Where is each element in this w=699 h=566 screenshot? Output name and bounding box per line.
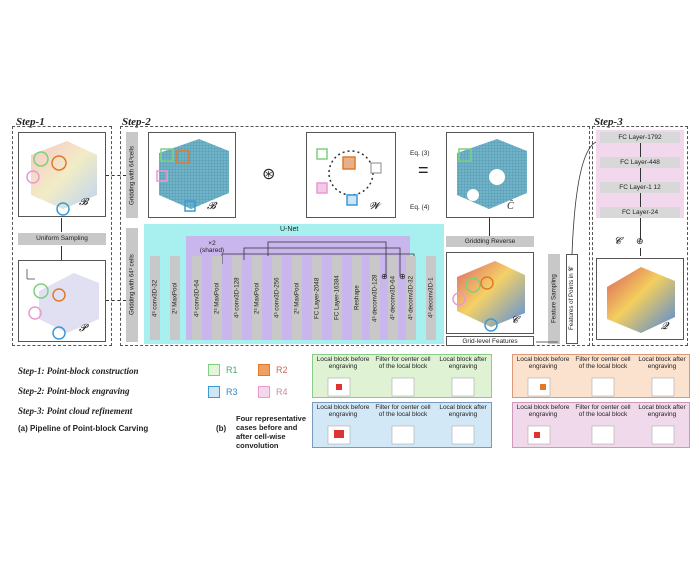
fc-arrow-5 bbox=[640, 248, 641, 256]
carved-c-image bbox=[452, 261, 525, 332]
unet-layer-3: 2³ MaxPool bbox=[212, 256, 222, 340]
carved-c-panel: 𝓒 bbox=[446, 252, 534, 334]
skip-add-2: ⊕ bbox=[399, 272, 406, 281]
unet-layer-2: 4³ conv3D-64 bbox=[192, 256, 202, 340]
legend-r1-swatch bbox=[208, 364, 220, 376]
case-r3-header-1: Filter for center cell of the local bloc… bbox=[375, 404, 431, 418]
symbol-b-grid: 𝓑 bbox=[207, 201, 216, 212]
case-r2-header-1: Filter for center cell of the local bloc… bbox=[575, 356, 631, 370]
unet-label: U-Net bbox=[280, 226, 299, 233]
step2-region bbox=[120, 126, 590, 346]
symbol-w: 𝓦 bbox=[369, 201, 380, 212]
unet-layer-8: FC Layer-2048 bbox=[312, 256, 322, 340]
unet-layer-13: 4³ deconv3D-32 bbox=[406, 256, 416, 340]
caption-b-label: (b) bbox=[216, 424, 227, 433]
refined-q-image bbox=[607, 267, 675, 333]
gridding-bar-top: Gridding with 64³cells bbox=[126, 132, 138, 218]
point-block-b-image bbox=[26, 141, 97, 216]
arrow-b-to-grid bbox=[106, 175, 126, 176]
unet-layer-1: 2³ MaxPool bbox=[170, 256, 180, 340]
shared-label: ×2 (shared) bbox=[199, 240, 225, 254]
engraved-c-hat-image bbox=[457, 139, 527, 209]
step1-title: Step-1 bbox=[16, 116, 45, 128]
unet-layer-10: Reshape bbox=[352, 256, 362, 340]
case-r2-header-2: Local block after engraving bbox=[638, 356, 686, 370]
filter-w-image bbox=[316, 148, 382, 206]
equals-symbol: = bbox=[418, 160, 429, 180]
unet-layer-7: 2³ MaxPool bbox=[292, 256, 302, 340]
fc-arrow-2 bbox=[640, 168, 641, 182]
step2-title: Step-2 bbox=[122, 116, 151, 128]
step3-title: Step-3 bbox=[594, 116, 623, 128]
legend-r4-label: R4 bbox=[276, 387, 288, 397]
step1-region bbox=[12, 126, 112, 346]
fc-layer-2: FC Layer-1 12 bbox=[600, 182, 680, 193]
unet-layer-14: 4³ deconv3D-1 bbox=[426, 256, 436, 340]
unet-layer-0: 4³ conv3D-32 bbox=[150, 256, 160, 340]
gridded-b-image bbox=[156, 139, 229, 212]
case-r1-header-1: Filter for center cell of the local bloc… bbox=[375, 356, 431, 370]
legend-r2-swatch bbox=[258, 364, 270, 376]
step3-region bbox=[592, 126, 688, 346]
case-r1-header-0: Local block before engraving bbox=[316, 356, 370, 370]
eq4-label: Eq. (4) bbox=[410, 204, 430, 211]
unet-layer-4: 4³ conv3D-128 bbox=[232, 256, 242, 340]
connector-curves bbox=[536, 141, 597, 343]
case-r4-header-2: Local block after engraving bbox=[638, 404, 686, 418]
fc-layer-1: FC Layer-448 bbox=[600, 157, 680, 168]
fc-arrow-4 bbox=[640, 218, 641, 240]
step2-description: Step-2: Point-block engraving bbox=[18, 386, 130, 396]
filter-w-panel: 𝓦 bbox=[306, 132, 396, 218]
symbol-b: 𝓑 bbox=[79, 197, 88, 208]
case-r2-header-0: Local block before engraving bbox=[516, 356, 570, 370]
grid-level-features-box: Grid-level Features bbox=[446, 336, 534, 346]
fc-arrow-1 bbox=[640, 143, 641, 157]
case-r1-header-2: Local block after engraving bbox=[439, 356, 487, 370]
arrow-chat-down bbox=[489, 218, 490, 236]
legend-r4-swatch bbox=[258, 386, 270, 398]
fc-layer-3: FC Layer-24 bbox=[600, 207, 680, 218]
refined-q-panel: 𝓠 bbox=[596, 258, 684, 340]
unet-layer-9: FC Layer-16384 bbox=[332, 256, 342, 340]
case-r4-header-1: Filter for center cell of the local bloc… bbox=[575, 404, 631, 418]
gridded-b-panel: 𝓑 bbox=[148, 132, 236, 218]
skip-add-1: ⊕ bbox=[381, 272, 388, 281]
gridding-reverse-bar: Gridding Reverse bbox=[446, 236, 534, 247]
gridding-bar-bottom: Gridding with 64³ cells bbox=[126, 228, 138, 342]
symbol-c: 𝓒 bbox=[511, 315, 519, 326]
arrow-up-1 bbox=[61, 218, 62, 232]
case-r4-header-0: Local block before engraving bbox=[516, 404, 570, 418]
caption-a: (a) Pipeline of Point-block Carving bbox=[18, 424, 149, 433]
unet-layer-5: 2³ MaxPool bbox=[252, 256, 262, 340]
legend-r2-label: R2 bbox=[276, 365, 288, 375]
step1-description: Step-1: Point-block construction bbox=[18, 366, 139, 376]
legend-r3-label: R3 bbox=[226, 387, 238, 397]
caption-b: Four representative cases before and aft… bbox=[236, 414, 307, 450]
arrow-up-2 bbox=[61, 246, 62, 260]
arrow-p-to-grid bbox=[106, 300, 126, 301]
engraved-c-hat-panel: Ĉ bbox=[446, 132, 534, 218]
symbol-p: 𝓟 bbox=[79, 323, 87, 334]
add-symbol: ⊕ bbox=[636, 236, 644, 246]
symbol-q: 𝓠 bbox=[661, 321, 669, 332]
point-cloud-p-image bbox=[26, 269, 99, 340]
point-cloud-p-panel: 𝓟 bbox=[18, 260, 106, 342]
symbol-c-step3: 𝓒 bbox=[614, 236, 622, 247]
uniform-sampling-bar: Uniform Sampling bbox=[18, 233, 106, 245]
point-block-b-panel: 𝓑 bbox=[18, 132, 106, 217]
case-r3-header-2: Local block after engraving bbox=[439, 404, 487, 418]
legend-r3-swatch bbox=[208, 386, 220, 398]
unet-layer-12: 4³ deconv3D-64 bbox=[388, 256, 398, 340]
legend-r1-label: R1 bbox=[226, 365, 238, 375]
step3-description: Step-3: Point cloud refinement bbox=[18, 406, 133, 416]
fc-arrow-3 bbox=[640, 193, 641, 207]
symbol-c-hat: Ĉ bbox=[507, 201, 514, 212]
unet-layer-6: 4³ conv3D-256 bbox=[272, 256, 282, 340]
fc-layer-0: FC Layer-1792 bbox=[600, 132, 680, 143]
case-cube-glyphs bbox=[327, 377, 675, 445]
unet-layer-11: 4³ deconv3D-128 bbox=[370, 256, 380, 340]
convolution-symbol: ⊛ bbox=[262, 166, 276, 183]
case-r3-header-0: Local block before engraving bbox=[316, 404, 370, 418]
eq3-label: Eq. (3) bbox=[410, 150, 430, 157]
